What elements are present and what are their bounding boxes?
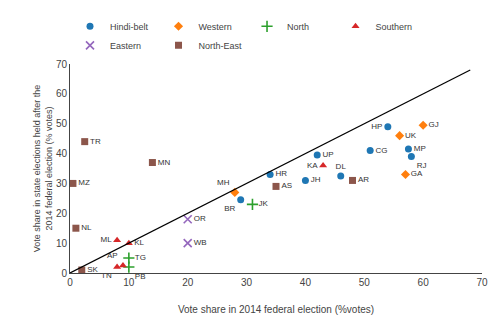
svg-text:MN: MN [158,158,171,167]
svg-text:Southern: Southern [376,22,413,32]
svg-text:10: 10 [56,238,68,249]
svg-text:20: 20 [56,208,68,219]
svg-text:SK: SK [87,265,98,274]
svg-text:TN: TN [101,271,112,280]
svg-text:40: 40 [300,277,312,288]
svg-text:MP: MP [414,144,426,153]
svg-text:0: 0 [61,268,67,279]
svg-text:RJ: RJ [417,161,427,170]
svg-text:10: 10 [123,277,135,288]
svg-text:UP: UP [323,150,334,159]
svg-text:WB: WB [194,238,207,247]
svg-text:HR: HR [275,169,287,178]
svg-text:GA: GA [411,169,423,178]
svg-text:North-East: North-East [199,41,243,51]
svg-text:50: 50 [56,118,68,129]
svg-text:Vote share in 2014 federal ele: Vote share in 2014 federal election (%vo… [178,304,374,315]
svg-text:Eastern: Eastern [110,41,141,51]
svg-text:30: 30 [56,178,68,189]
svg-text:Vote share in state elections: Vote share in state elections held after… [32,85,54,253]
svg-text:North: North [287,22,309,32]
svg-text:JK: JK [258,199,268,208]
svg-text:AS: AS [281,181,292,190]
svg-text:50: 50 [359,277,371,288]
svg-text:PB: PB [135,272,146,281]
svg-text:60: 60 [56,88,68,99]
svg-text:20: 20 [182,277,194,288]
svg-text:Western: Western [199,22,232,32]
svg-text:KL: KL [134,238,144,247]
svg-text:70: 70 [476,277,488,288]
svg-text:OR: OR [194,214,206,223]
svg-text:AP: AP [107,251,118,260]
svg-text:GJ: GJ [429,120,439,129]
svg-text:KA: KA [307,161,318,170]
svg-text:60: 60 [418,277,430,288]
svg-text:0: 0 [67,277,73,288]
svg-text:DL: DL [336,162,347,171]
svg-text:Hindi-belt: Hindi-belt [110,22,149,32]
svg-text:UK: UK [405,131,417,140]
svg-text:TR: TR [90,137,101,146]
svg-text:MH: MH [217,178,230,187]
svg-text:JH: JH [311,175,321,184]
svg-text:BR: BR [224,204,235,213]
svg-text:CG: CG [376,146,388,155]
svg-text:AR: AR [358,175,369,184]
svg-text:30: 30 [241,277,253,288]
svg-text:TG: TG [135,253,146,262]
svg-text:70: 70 [56,59,68,70]
svg-text:MZ: MZ [78,178,90,187]
svg-text:40: 40 [56,148,68,159]
svg-text:NL: NL [81,223,92,232]
svg-text:ML: ML [101,235,113,244]
svg-text:HP: HP [371,122,382,131]
